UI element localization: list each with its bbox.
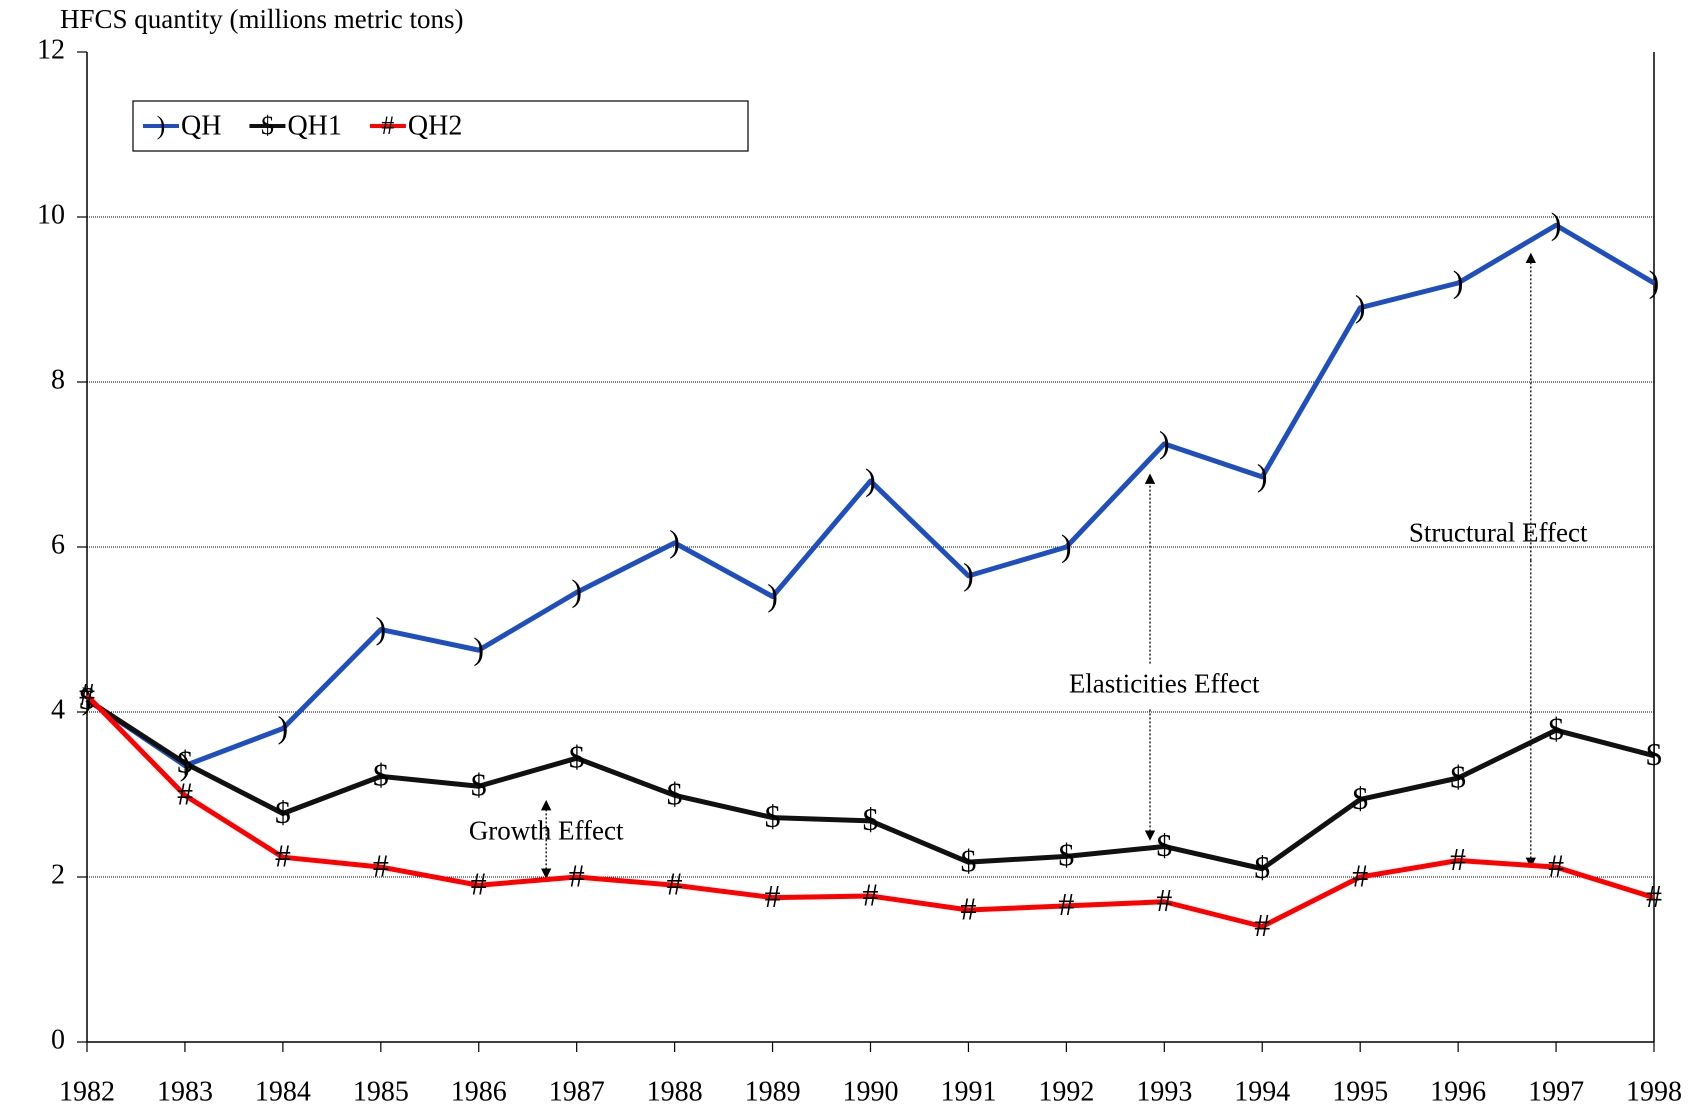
point-marker: #	[1450, 841, 1466, 877]
x-tick-label: 1989	[745, 1076, 801, 1107]
x-tick-label: 1993	[1136, 1076, 1192, 1107]
point-marker: $	[275, 794, 291, 830]
y-tick-label: 8	[51, 364, 65, 395]
x-tick-label: 1995	[1332, 1076, 1388, 1107]
point-marker: #	[863, 876, 879, 912]
annotation: Growth Effect	[469, 816, 624, 846]
point-marker: $	[373, 757, 389, 793]
point-marker: )	[1061, 527, 1072, 563]
point-marker: $	[1058, 837, 1074, 873]
point-marker: #	[1548, 847, 1564, 883]
point-marker: )	[1453, 263, 1464, 299]
series-line	[85, 222, 1656, 769]
annotation: Structural Effect	[1409, 517, 1588, 547]
point-marker: #	[275, 838, 291, 874]
point-marker: $	[569, 739, 585, 775]
x-tick-label: 1987	[549, 1076, 605, 1107]
x-tick-label: 1992	[1038, 1076, 1094, 1107]
point-marker: #	[1254, 907, 1270, 943]
point-marker: #	[1646, 878, 1662, 914]
y-tick-label: 10	[37, 199, 65, 230]
point-marker: #	[177, 776, 193, 812]
x-tick-label: 1998	[1626, 1076, 1682, 1107]
x-tick-label: 1983	[157, 1076, 213, 1107]
point-marker: $	[667, 776, 683, 812]
legend-marker: )	[157, 111, 166, 140]
legend-box	[132, 100, 749, 152]
point-marker: $	[1352, 780, 1368, 816]
y-tick-label: 6	[51, 529, 65, 560]
point-marker: #	[569, 857, 585, 893]
x-tick-label: 1991	[940, 1076, 996, 1107]
point-marker: )	[963, 556, 974, 592]
legend-marker: $	[261, 111, 274, 140]
point-marker: #	[667, 866, 683, 902]
point-marker: )	[1649, 263, 1660, 299]
point-marker: $	[1548, 710, 1564, 746]
point-marker: )	[1355, 288, 1366, 324]
point-marker: )	[375, 610, 386, 646]
series-line	[85, 693, 1655, 929]
y-tick-label: 2	[51, 859, 65, 890]
x-tick-label: 1984	[255, 1076, 311, 1107]
point-marker: )	[571, 573, 582, 609]
point-marker: $	[471, 767, 487, 803]
point-marker: #	[1058, 886, 1074, 922]
point-marker: $	[1450, 758, 1466, 794]
x-tick-label: 1997	[1528, 1076, 1584, 1107]
point-marker: $	[1646, 736, 1662, 772]
point-marker: $	[863, 801, 879, 837]
x-tick-label: 1985	[353, 1076, 409, 1107]
legend-label: QH	[181, 110, 221, 141]
x-tick-label: 1986	[451, 1076, 507, 1107]
y-tick-label: 12	[37, 34, 65, 65]
point-marker: )	[278, 709, 289, 745]
x-tick-label: 1996	[1430, 1076, 1486, 1107]
point-marker: $	[1254, 849, 1270, 885]
annotation: Elasticities Effect	[1069, 669, 1260, 699]
point-marker: )	[1551, 206, 1562, 242]
point-marker: #	[1352, 857, 1368, 893]
point-marker: )	[1257, 457, 1268, 493]
legend-label: QH1	[287, 110, 341, 141]
point-marker: #	[373, 847, 389, 883]
point-marker: )	[473, 630, 484, 666]
point-marker: )	[1159, 424, 1170, 460]
point-marker: #	[1156, 882, 1172, 918]
series-line	[85, 697, 1655, 872]
x-tick-label: 1990	[843, 1076, 899, 1107]
x-tick-label: 1988	[647, 1076, 703, 1107]
y-axis-label: HFCS quantity (millions metric tons)	[60, 4, 464, 34]
point-marker: #	[765, 878, 781, 914]
point-marker: $	[177, 743, 193, 779]
point-marker: $	[960, 842, 976, 878]
y-tick-label: 4	[51, 694, 65, 725]
point-marker: #	[471, 866, 487, 902]
point-marker: #	[79, 676, 95, 712]
legend-marker: #	[381, 111, 394, 140]
x-tick-label: 1982	[59, 1076, 115, 1107]
point-marker: $	[765, 798, 781, 834]
y-tick-label: 0	[51, 1024, 65, 1055]
point-marker: )	[865, 461, 876, 497]
point-marker: #	[960, 890, 976, 926]
point-marker: )	[767, 577, 778, 613]
point-marker: )	[669, 523, 680, 559]
x-tick-label: 1994	[1234, 1076, 1290, 1107]
legend-label: QH2	[408, 110, 462, 141]
point-marker: $	[1156, 827, 1172, 863]
